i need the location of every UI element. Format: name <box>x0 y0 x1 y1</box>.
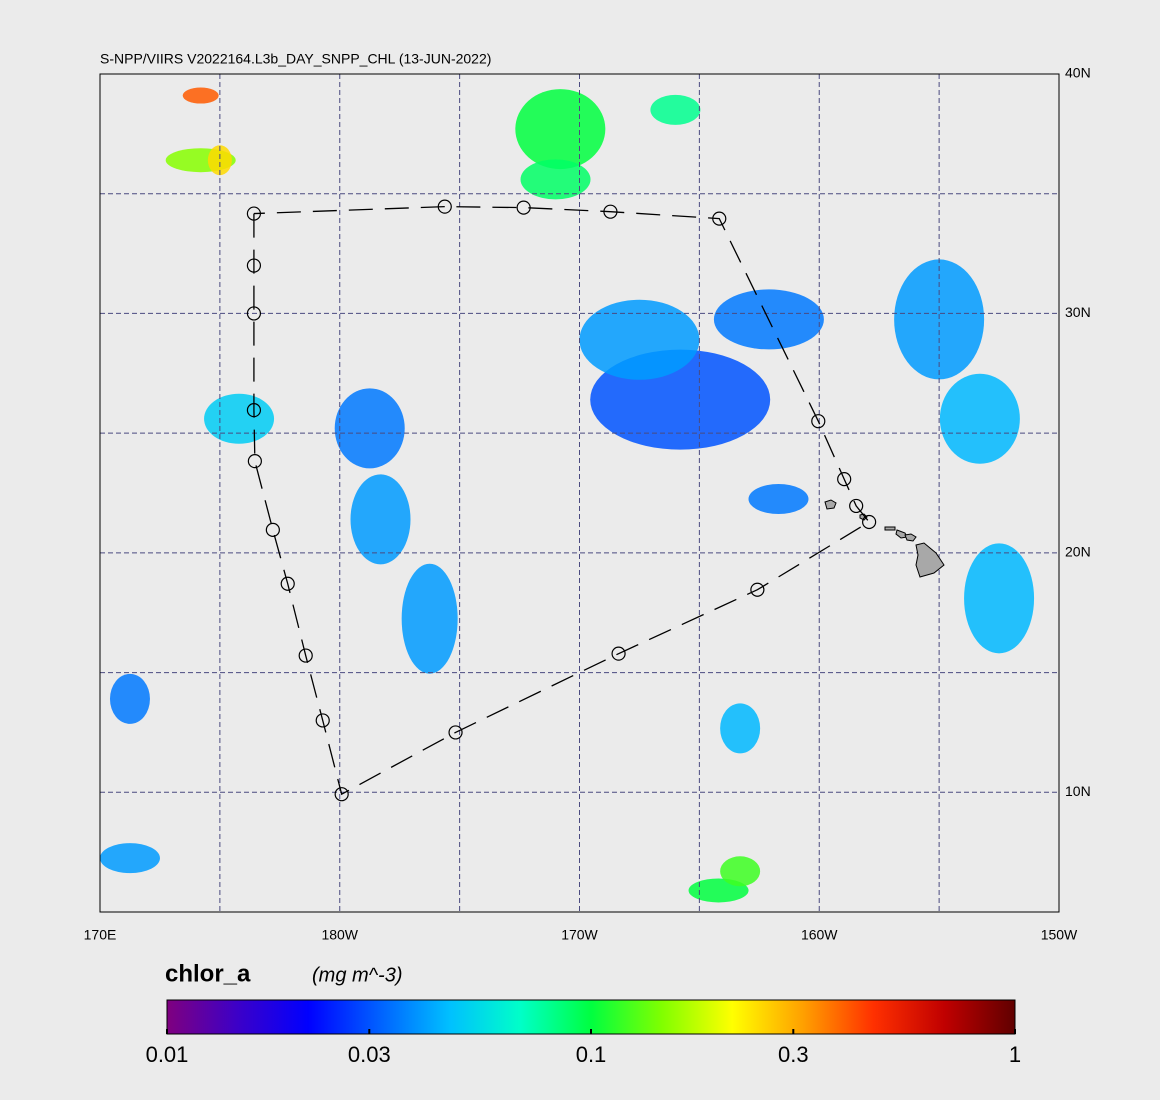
chlor-patch <box>720 703 761 754</box>
chlor-patch <box>650 94 701 125</box>
chlor-patch <box>964 543 1035 654</box>
colorbar-title: chlor_a <box>165 960 251 987</box>
station <box>246 403 262 418</box>
chlor-patch <box>207 145 232 176</box>
station <box>611 646 626 661</box>
colorbar-tick-label: 0.1 <box>576 1042 607 1067</box>
chlor-patch <box>99 843 160 874</box>
chlor-patch <box>720 856 761 887</box>
station <box>280 576 295 591</box>
colorbar-tick-label: 0.3 <box>778 1042 809 1067</box>
x-tick-label: 170W <box>561 927 598 943</box>
y-tick-label: 30N <box>1065 304 1091 320</box>
y-tick-label: 10N <box>1065 783 1091 799</box>
island <box>824 499 837 510</box>
station <box>603 204 618 219</box>
station <box>712 211 727 226</box>
chlor-patch <box>204 393 275 444</box>
station <box>246 258 262 273</box>
colorbar-units: (mg m^-3) <box>312 964 403 986</box>
station <box>811 414 826 429</box>
x-tick-label: 180W <box>321 927 358 943</box>
island <box>915 542 945 578</box>
station <box>315 713 330 728</box>
island <box>884 526 896 531</box>
chlor-patch <box>579 299 700 380</box>
station <box>849 498 864 514</box>
station <box>265 522 280 537</box>
island <box>904 533 917 542</box>
colorbar-tick-label: 0.03 <box>348 1042 391 1067</box>
chlor-patch <box>520 159 591 200</box>
station <box>246 206 262 221</box>
station <box>448 725 463 740</box>
colorbar <box>166 999 1016 1035</box>
chlor-patch <box>350 474 411 565</box>
station <box>247 454 262 469</box>
hawaii-islands <box>824 499 945 578</box>
chlor-patch <box>939 373 1020 464</box>
station <box>862 514 877 530</box>
chlor-patch <box>894 259 985 380</box>
y-tick-label: 20N <box>1065 544 1091 560</box>
colorbar-tick-label: 1 <box>1009 1042 1021 1067</box>
y-tick-label: 40N <box>1065 65 1091 81</box>
map-title: S-NPP/VIIRS V2022164.L3b_DAY_SNPP_CHL (1… <box>100 51 491 67</box>
chlor-patch <box>401 563 458 674</box>
chlor-patch <box>109 673 150 724</box>
island <box>895 529 908 539</box>
station <box>516 200 531 215</box>
station <box>837 472 852 487</box>
chlor-patch <box>182 87 219 104</box>
chlor-patch <box>515 89 606 170</box>
station <box>334 787 349 802</box>
x-tick-label: 170E <box>84 927 117 943</box>
station <box>750 582 765 597</box>
x-tick-label: 150W <box>1041 927 1078 943</box>
chlor-patch <box>748 483 809 514</box>
station <box>437 199 452 214</box>
map-frame <box>99 73 1060 913</box>
cruise-track-closing <box>253 205 445 215</box>
chlor-patch <box>334 388 405 469</box>
station <box>298 648 313 663</box>
cruise-track <box>253 205 871 796</box>
x-tick-label: 160W <box>801 927 838 943</box>
colorbar-tick-label: 0.01 <box>146 1042 189 1067</box>
station <box>246 306 262 321</box>
